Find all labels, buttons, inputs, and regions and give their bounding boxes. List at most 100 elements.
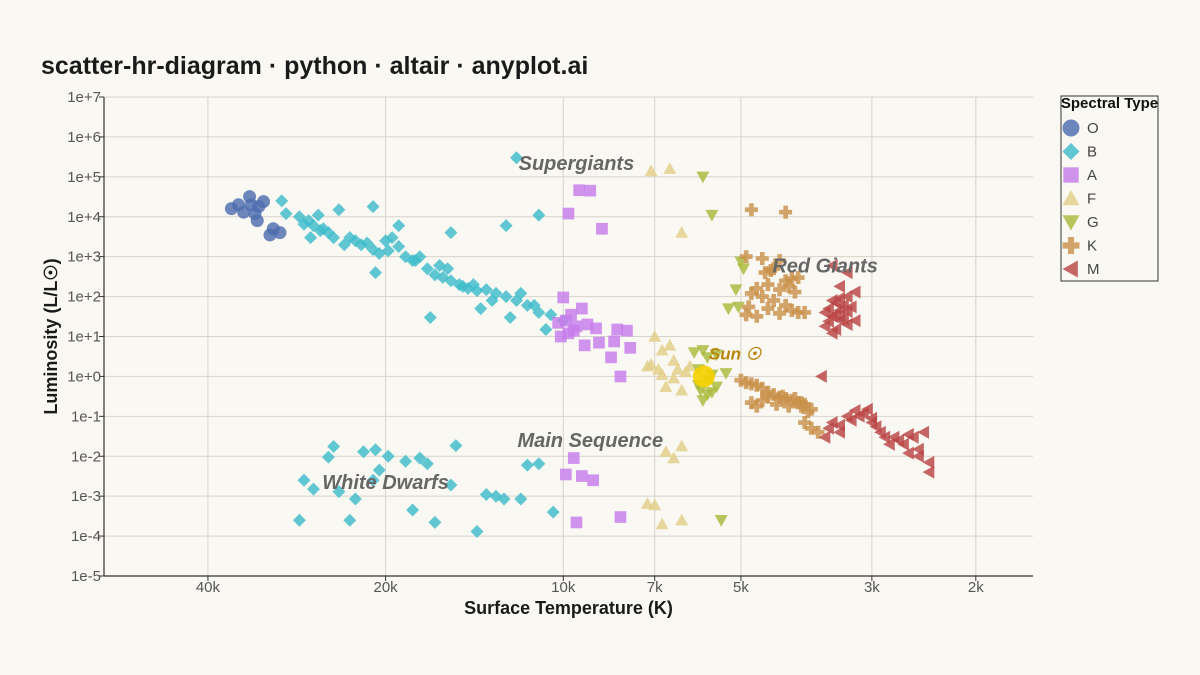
point-b [327, 231, 341, 245]
point-b [466, 278, 480, 292]
point-k [773, 306, 787, 320]
point-f [659, 445, 673, 457]
point-k [788, 285, 802, 299]
point-k [779, 274, 793, 288]
y-tick-label: 1e+6 [67, 129, 101, 146]
point-b [479, 283, 493, 297]
point-m [833, 313, 845, 327]
point-b [327, 440, 341, 453]
y-tick-label: 1e-3 [71, 488, 101, 505]
legend-label: K [1087, 238, 1097, 255]
legend-symbol [1062, 190, 1080, 206]
point-b [503, 311, 517, 324]
point-b [444, 478, 458, 492]
point-b [332, 203, 346, 217]
point-b [311, 208, 325, 222]
point-f [671, 362, 685, 375]
point-m [865, 416, 878, 429]
point-b [343, 513, 357, 527]
point-k [773, 283, 787, 297]
point-k [776, 389, 790, 403]
point-k [804, 421, 818, 435]
series-m [815, 259, 935, 479]
y-tick-label: 1e-4 [71, 528, 101, 545]
point-k [779, 205, 793, 219]
point-a [624, 342, 637, 354]
point-g [729, 284, 743, 297]
point-k [742, 300, 756, 314]
point-b [499, 219, 513, 233]
point-m [848, 285, 861, 299]
legend-symbol [1062, 143, 1080, 160]
point-a [576, 470, 588, 482]
point-g [705, 209, 719, 222]
point-k [761, 390, 775, 404]
point-a [562, 207, 575, 220]
point-f [641, 359, 654, 372]
series-b [275, 151, 570, 538]
point-k [804, 402, 818, 416]
point-b [546, 505, 560, 519]
point-o [237, 205, 251, 219]
point-k [758, 266, 772, 280]
point-b [292, 513, 306, 527]
point-b [470, 525, 484, 538]
point-b [510, 151, 523, 165]
point-m [848, 314, 861, 328]
x-tick-label: 10k [551, 579, 576, 596]
point-m [902, 446, 914, 460]
data-points [224, 151, 935, 538]
point-b [449, 439, 463, 453]
point-m [818, 319, 831, 333]
point-f [675, 383, 689, 396]
point-k [779, 298, 793, 312]
legend-symbol [1063, 167, 1079, 183]
point-b [366, 200, 380, 214]
point-f [663, 162, 677, 174]
point-k [782, 399, 796, 413]
point-g [714, 515, 728, 527]
y-tick-label: 1e+3 [67, 249, 101, 266]
point-f [675, 513, 689, 526]
point-a [570, 516, 583, 529]
point-a [587, 474, 599, 487]
point-b [313, 224, 327, 238]
point-m [897, 437, 909, 451]
point-m [840, 305, 853, 319]
point-b [385, 231, 399, 245]
point-k [770, 397, 784, 411]
point-b [474, 302, 488, 316]
x-tick-label: 3k [864, 579, 880, 596]
point-a [605, 351, 617, 364]
point-a [552, 317, 564, 329]
point-f [667, 354, 681, 366]
annotation-red-giants: Red Giants [772, 256, 878, 278]
point-a [557, 291, 570, 304]
sun-label: Sun ☉ [709, 344, 763, 363]
series-k [734, 203, 825, 439]
point-b [275, 194, 289, 208]
point-k [750, 281, 764, 295]
point-k [755, 290, 769, 304]
annotation-main-sequence: Main Sequence [517, 430, 663, 452]
point-k [761, 278, 775, 292]
point-a [567, 452, 580, 464]
axes: 1e+7 1e+6 1e+5 1e+4 1e+3 1e+2 1e+1 1e+0 1e-1 1e-2… [41, 89, 1033, 618]
point-k [750, 378, 764, 392]
point-b [456, 279, 470, 293]
point-a [554, 330, 567, 343]
point-b [381, 449, 395, 463]
point-a [621, 324, 633, 337]
point-f [667, 451, 681, 464]
point-b [348, 492, 362, 506]
point-k [798, 306, 812, 319]
point-f [655, 517, 669, 530]
point-m [883, 437, 895, 451]
point-f [648, 330, 662, 342]
point-b [304, 231, 318, 245]
point-b [321, 450, 335, 464]
point-a [596, 222, 608, 235]
y-tick-label: 1e-5 [71, 568, 101, 585]
point-m [907, 430, 919, 444]
